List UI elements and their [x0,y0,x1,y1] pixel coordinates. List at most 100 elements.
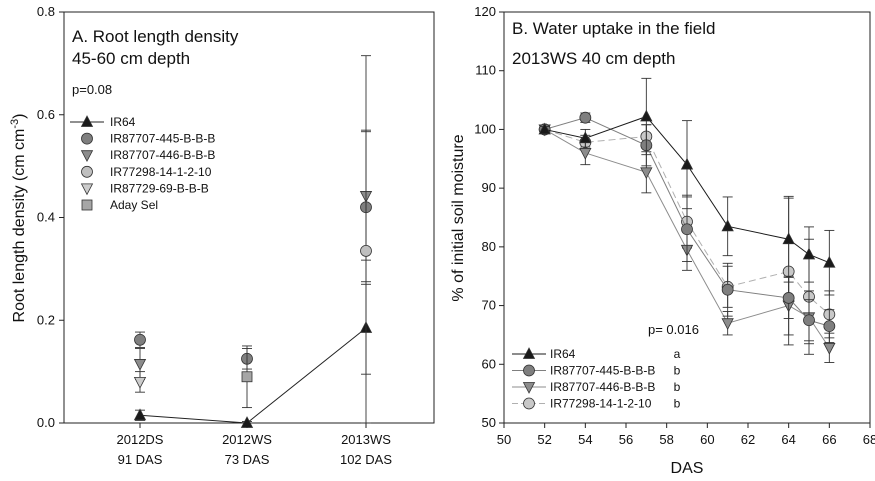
a-legend-label: Aday Sel [110,198,158,212]
b-series-0 [538,77,836,296]
b-xtick-label: 58 [659,432,673,447]
a-legend-item: IR87729-69-B-B-B [80,181,209,196]
a-series-5 [241,345,253,409]
a-legend-label: IR77298-14-1-2-10 [110,165,212,179]
b-xtick-label: 56 [619,432,633,447]
b-point [721,219,734,232]
a-legend-marker [81,165,93,178]
b-point [680,157,694,170]
b-point [579,111,592,124]
b-legend-marker [523,397,535,410]
b-point [823,342,836,355]
b-legend-sig: b [674,380,681,394]
b-ytick-label: 110 [475,63,496,78]
panel-b-frame [503,11,871,424]
b-legend-sig: b [674,397,681,411]
a-point [241,371,253,383]
b-point [681,223,693,236]
a-legend-item: IR87707-446-B-B-B [80,148,215,163]
b-point [579,148,592,160]
panel-b-ylabel: % of initial soil moisture [450,134,467,301]
a-legend-item: IR77298-14-1-2-10 [81,165,212,179]
a-ytick-label: 0.2 [37,312,55,327]
a-series-3 [360,55,372,424]
b-ytick-label: 60 [482,356,496,371]
panel-b: B. Water uptake in the field 2013WS 40 c… [450,4,875,477]
b-legend-item: IR77298-14-1-2-10 b [512,397,681,411]
a-series-4 [133,371,147,393]
a-legend-label: IR87729-69-B-B-B [110,181,209,195]
a-legend-item: Aday Sel [81,198,158,212]
panel-a: A. Root length density 45-60 cm depth p=… [9,4,435,467]
a-series-line [139,327,367,424]
b-ytick-label: 90 [482,180,496,195]
b-point [823,320,836,333]
b-point [721,318,734,331]
a-ytick-label: 0.0 [37,415,55,430]
b-ytick-label: 70 [482,298,496,313]
b-xtick-label: 52 [537,432,551,447]
b-legend-marker [522,347,536,359]
b-ytick-label: 50 [482,415,496,430]
b-point [782,292,795,304]
b-ytick-label: 120 [474,4,496,19]
b-point [640,167,653,180]
panel-a-subtitle: 45-60 cm depth [72,49,190,68]
a-legend-marker [80,150,94,163]
a-legend-label: IR87707-446-B-B-B [110,148,215,162]
panel-b-xlabel: DAS [671,460,704,477]
a-xtick-label: 2012WS [222,432,272,447]
b-point [803,314,815,327]
b-xtick-label: 64 [781,432,795,447]
a-xtick-sublabel: 102 DAS [340,452,392,467]
a-legend-marker [81,132,93,145]
a-point [133,408,147,421]
a-xtick-label: 2012DS [117,432,164,447]
b-series-2 [538,124,836,363]
b-xtick-label: 62 [741,432,755,447]
a-legend-label: IR64 [110,115,136,129]
b-legend-label: IR77298-14-1-2-10 [550,397,652,411]
b-xtick-label: 60 [700,432,714,447]
a-point [133,376,147,389]
panel-b-subtitle: 2013WS 40 cm depth [512,49,675,68]
a-series-0 [133,281,373,428]
panel-b-pvalue: p= 0.016 [648,322,699,337]
panel-a-pvalue: p=0.08 [72,82,112,97]
b-ytick-label: 80 [482,239,496,254]
a-legend-label: IR87707-445-B-B-B [110,132,215,146]
a-legend-marker [80,183,94,196]
b-ytick-label: 100 [474,121,496,136]
b-legend-label: IR64 [550,347,576,361]
b-point [721,283,734,296]
a-xtick-sublabel: 73 DAS [225,452,270,467]
b-xtick-label: 66 [822,432,836,447]
panel-a-ylabel: Root length density (cm cm-3) [9,114,28,323]
b-legend-item: IR64 a [512,347,681,361]
b-legend-item: IR87707-445-B-B-B b [512,364,681,378]
b-point [538,122,551,135]
a-legend-marker [81,199,93,211]
a-xtick-sublabel: 91 DAS [118,452,163,467]
b-point [579,131,592,144]
b-xtick-label: 50 [497,432,511,447]
b-legend-marker [522,382,536,394]
b-legend-item: IR87707-446-B-B-B b [512,380,681,394]
b-legend-sig: a [674,347,681,361]
b-point [782,232,795,245]
b-series-line [544,115,830,264]
b-point [823,255,836,268]
b-legend-marker [523,364,535,377]
a-point [134,333,146,346]
b-point [802,247,816,260]
a-legend-marker [80,115,94,127]
b-xtick-label: 68 [863,432,875,447]
b-legend-label: IR87707-445-B-B-B [550,364,655,378]
a-point [360,244,372,257]
panel-b-title: B. Water uptake in the field [512,19,715,38]
panel-a-title: A. Root length density [72,27,239,46]
a-legend-item: IR87707-445-B-B-B [81,132,215,146]
a-xtick-label: 2013WS [341,432,391,447]
b-point [640,109,653,122]
a-ytick-label: 0.8 [37,4,55,19]
